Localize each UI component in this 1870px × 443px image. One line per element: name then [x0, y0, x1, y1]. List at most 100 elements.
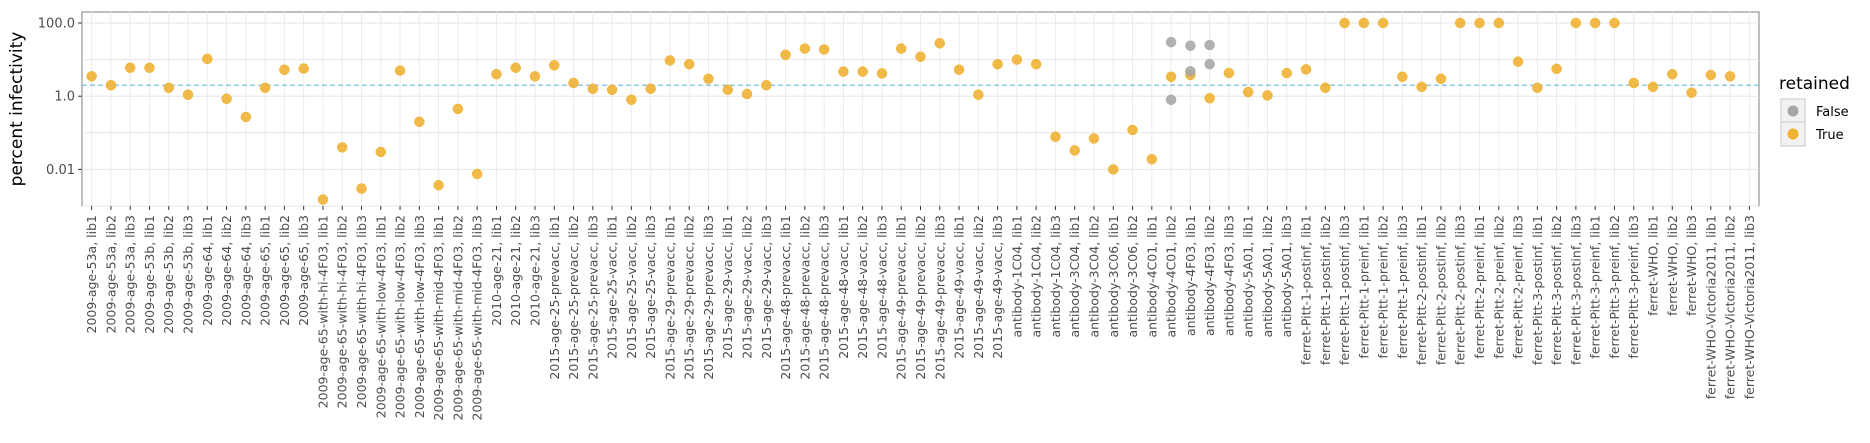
data-point-true: [799, 43, 811, 54]
data-point-true: [1435, 73, 1447, 84]
data-point-true: [1570, 17, 1582, 29]
data-point-false: [1185, 40, 1196, 51]
x-tick-label: 2009-age-65-with-mid-4F03, lib2: [450, 215, 465, 421]
x-tick-label: antibody-1C04, lib1: [1009, 215, 1024, 338]
x-tick-label: ferret-Pitt-3-preinf, lib3: [1626, 215, 1641, 359]
data-point-true: [664, 55, 676, 66]
legend-label-false: False: [1816, 105, 1849, 120]
data-point-true: [1050, 131, 1061, 143]
data-point-true: [471, 168, 483, 180]
x-tick-label: 2015-age-49-vacc, lib2: [971, 215, 986, 359]
x-tick-label: antibody-4C01, lib1: [1144, 215, 1159, 338]
data-point-true: [1628, 77, 1639, 89]
data-point-true: [1223, 67, 1235, 79]
data-point-true: [606, 84, 618, 96]
y-tick-label: 0.01: [46, 163, 75, 178]
data-point-true: [1069, 145, 1080, 156]
x-tick-label: 2009-age-64, lib1: [200, 215, 215, 326]
data-point-true: [1358, 17, 1370, 29]
data-point-true: [953, 64, 965, 75]
x-tick-label: 2015-age-48-prevacc, lib3: [817, 215, 832, 380]
x-tick-label: 2015-age-29-vacc, lib2: [740, 215, 755, 359]
x-tick-label: 2009-age-53a, lib2: [103, 215, 118, 333]
x-tick-label: 2015-age-49-vacc, lib3: [990, 215, 1005, 359]
legend-marker-true: [1787, 128, 1799, 140]
data-point-true: [838, 66, 849, 77]
x-tick-label: ferret-Pitt-2-preinf, lib1: [1472, 215, 1487, 359]
data-point-true: [433, 179, 444, 191]
x-tick-label: 2009-age-53a, lib3: [123, 215, 138, 333]
x-tick-label: antibody-4F03, lib2: [1202, 215, 1217, 336]
legend: retained False True: [1779, 74, 1850, 147]
data-point-true: [124, 62, 136, 73]
data-point-true: [741, 88, 753, 100]
data-point-true: [529, 71, 541, 82]
data-point-true: [1088, 133, 1100, 144]
data-point-true: [1397, 71, 1408, 83]
data-point-true: [356, 183, 367, 194]
data-point-true: [491, 68, 502, 80]
data-point-false: [1165, 36, 1177, 48]
x-tick-label: ferret-Pitt-2-preinf, lib2: [1491, 215, 1506, 359]
data-point-false: [1185, 66, 1196, 77]
x-tick-label: 2015-age-48-prevacc, lib2: [797, 215, 812, 380]
x-tick-label: ferret-Pitt-1-postinf, lib1: [1299, 215, 1314, 365]
x-tick-label: 2010-age-21, lib2: [508, 215, 523, 326]
x-tick-label: ferret-WHO, lib1: [1645, 215, 1660, 316]
x-tick-label: 2009-age-65, lib1: [258, 215, 273, 326]
data-point-true: [221, 93, 232, 105]
data-point-false: [1165, 94, 1177, 106]
x-tick-label: 2010-age-21, lib3: [527, 215, 542, 326]
x-tick-label: 2009-age-65-with-mid-4F03, lib3: [470, 215, 485, 421]
data-point-true: [895, 43, 907, 54]
data-point-true: [1030, 58, 1042, 70]
x-tick-label: 2009-age-65-with-low-4F03, lib1: [373, 215, 388, 418]
data-point-true: [1686, 87, 1697, 98]
data-point-true: [1724, 71, 1736, 82]
data-point-true: [394, 65, 406, 76]
x-tick-label: 2009-age-65-with-hi-4F03, lib3: [354, 215, 369, 408]
data-point-true: [1108, 164, 1119, 175]
x-tick-label: 2009-age-65-with-hi-4F03, lib1: [315, 215, 330, 408]
x-tick-label: 2009-age-53b, lib1: [142, 215, 157, 334]
data-point-true: [780, 49, 791, 61]
data-point-true: [1320, 82, 1331, 94]
data-point-false: [1204, 58, 1215, 70]
x-tick-label: 2015-age-25-prevacc, lib1: [547, 215, 562, 380]
data-point-true: [1281, 67, 1292, 79]
data-point-true: [973, 89, 984, 100]
data-point-true: [317, 194, 329, 205]
data-point-true: [1512, 56, 1524, 67]
x-axis-ticks: 2009-age-53a, lib1 2009-age-53a, lib2 2009…: [84, 206, 1757, 421]
data-point-true: [683, 58, 695, 70]
x-tick-label: 2015-age-29-prevacc, lib3: [701, 215, 716, 380]
x-tick-label: ferret-Pitt-3-preinf, lib2: [1607, 215, 1622, 359]
data-point-true: [336, 142, 348, 153]
x-tick-label: 2015-age-25-prevacc, lib3: [585, 215, 600, 380]
data-point-true: [202, 53, 213, 65]
data-point-true: [1474, 17, 1485, 29]
x-tick-label: antibody-4F03, lib3: [1221, 215, 1236, 336]
data-point-true: [761, 79, 772, 91]
data-point-true: [105, 79, 117, 91]
data-point-true: [1493, 17, 1505, 29]
x-tick-label: antibody-4C01, lib2: [1164, 215, 1179, 338]
x-tick-label: antibody-1C04, lib2: [1029, 215, 1044, 338]
x-tick-label: antibody-3C06, lib1: [1106, 215, 1121, 338]
x-tick-label: ferret-Pitt-3-postinf, lib2: [1549, 215, 1564, 365]
x-tick-label: 2015-age-25-prevacc, lib2: [566, 215, 581, 380]
x-tick-label: ferret-WHO-Victoria2011, lib3: [1742, 215, 1757, 399]
x-tick-label: ferret-WHO-Victoria2011, lib2: [1723, 215, 1738, 399]
data-point-false: [1204, 39, 1215, 51]
x-tick-label: 2015-age-25-vacc, lib3: [643, 215, 658, 359]
data-point-true: [375, 146, 387, 158]
data-point-true: [1416, 81, 1427, 93]
data-point-true: [876, 68, 888, 79]
data-point-true: [587, 83, 599, 94]
x-tick-label: 2015-age-48-prevacc, lib1: [778, 215, 793, 380]
x-tick-label: ferret-Pitt-1-preinf, lib1: [1356, 215, 1371, 359]
legend-title: retained: [1779, 74, 1850, 94]
x-tick-label: ferret-Pitt-1-postinf, lib2: [1318, 215, 1333, 365]
data-point-true: [1454, 17, 1466, 29]
x-tick-label: 2009-age-65-with-low-4F03, lib2: [393, 215, 408, 418]
